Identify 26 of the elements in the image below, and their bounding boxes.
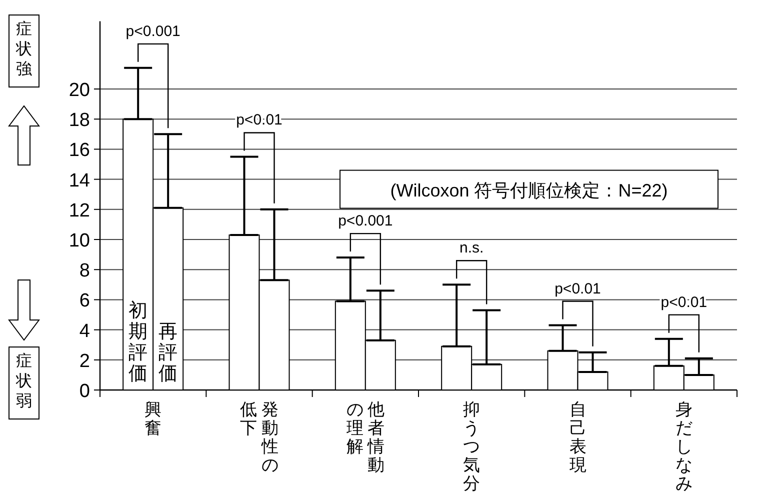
annotation: p<0.001 xyxy=(338,212,393,230)
x-tick-label: 身だしなみ xyxy=(675,400,692,493)
y-tick-label: 6 xyxy=(79,290,90,312)
series-label: 再評価 xyxy=(158,322,178,385)
y-tick-label: 12 xyxy=(68,200,90,222)
annotation: (Wilcoxon 符号付順位検定：N=22) xyxy=(390,180,668,200)
annotation: p<0.01 xyxy=(554,280,601,298)
y-tick-label: 8 xyxy=(79,260,90,282)
y-tick-label: 18 xyxy=(68,110,90,132)
series-label: 初期評価 xyxy=(128,300,148,385)
y-tick-label: 2 xyxy=(79,350,90,372)
category-label: 他者情動の理解 xyxy=(346,400,385,474)
x-tick-label: 興奮 xyxy=(144,400,162,438)
y-tick-label: 4 xyxy=(79,320,90,342)
y-tick-label: 20 xyxy=(68,80,90,101)
annotation: p<0.001 xyxy=(126,22,180,40)
text: 症状強 xyxy=(15,20,32,78)
x-tick-label: 自己表現 xyxy=(569,400,586,474)
y-tick-label: 16 xyxy=(68,140,90,162)
y-tick-label: 10 xyxy=(68,230,90,252)
category-label: 発動性の低下 xyxy=(240,400,278,474)
annotation: n.s. xyxy=(459,240,484,257)
x-tick-label: 抑うつ気分 xyxy=(463,400,480,493)
y-tick-label: 0 xyxy=(79,381,90,402)
text: 症状弱 xyxy=(15,352,32,410)
y-tick-label: 14 xyxy=(68,170,90,192)
